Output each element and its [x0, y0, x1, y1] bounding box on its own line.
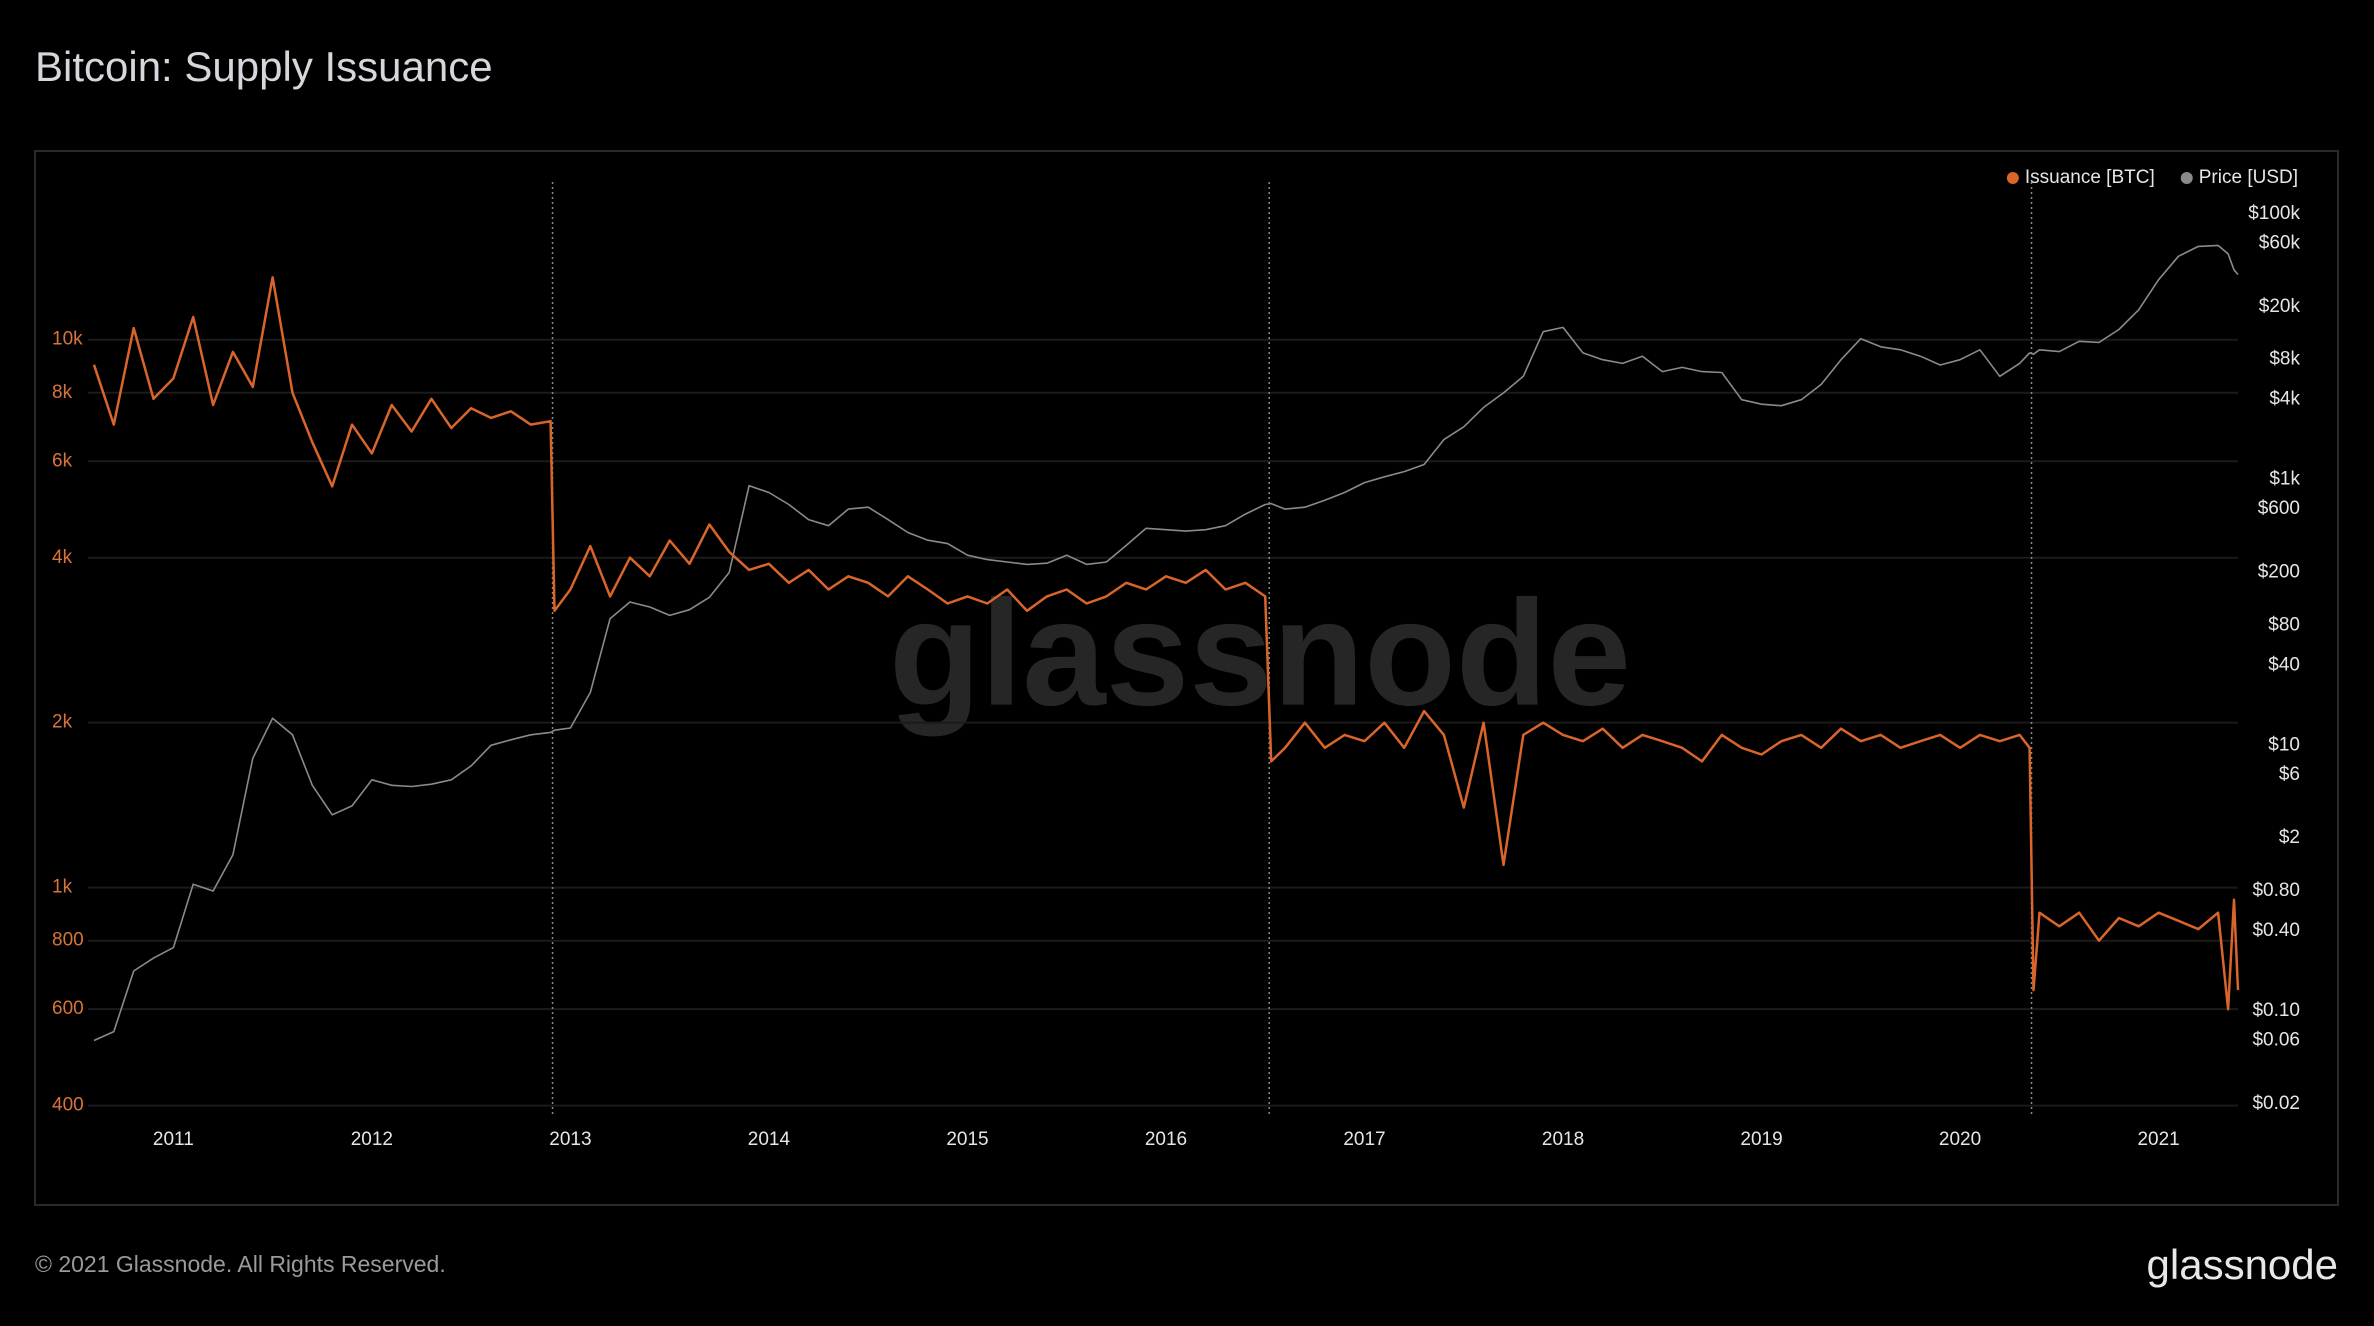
y2-tick-label: $0.10 — [2252, 1000, 2300, 1021]
x-tick-label: 2015 — [946, 1129, 988, 1150]
x-tick-label: 2014 — [748, 1129, 791, 1150]
y2-tick-label: $20k — [2259, 296, 2301, 317]
y2-tick-label: $80 — [2268, 614, 2300, 635]
y-tick-label: 1k — [52, 877, 73, 898]
chart-title: Bitcoin: Supply Issuance — [35, 43, 493, 90]
y2-tick-label: $10 — [2268, 734, 2300, 755]
y2-tick-label: $40 — [2268, 654, 2300, 675]
legend-swatch — [2006, 172, 2019, 184]
y-tick-label: 10k — [52, 329, 83, 350]
x-tick-label: 2012 — [351, 1129, 393, 1150]
y2-tick-label: $6 — [2279, 764, 2300, 785]
y-tick-label: 2k — [52, 712, 73, 733]
legend-label: Price [USD] — [2199, 167, 2298, 188]
y2-tick-label: $0.40 — [2252, 920, 2300, 941]
y2-tick-label: $2 — [2279, 827, 2300, 848]
x-tick-label: 2017 — [1343, 1129, 1385, 1150]
copyright: © 2021 Glassnode. All Rights Reserved. — [35, 1251, 446, 1277]
logo: glassnode — [2147, 1241, 2338, 1288]
y-tick-label: 4k — [52, 547, 73, 568]
x-tick-label: 2018 — [1542, 1129, 1584, 1150]
x-tick-label: 2020 — [1939, 1129, 1981, 1150]
y2-tick-label: $0.06 — [2252, 1029, 2300, 1050]
y-tick-label: 400 — [52, 1095, 84, 1116]
chart-frame — [34, 150, 2339, 1206]
legend-label: Issuance [BTC] — [2025, 167, 2155, 188]
y2-tick-label: $600 — [2258, 498, 2300, 519]
x-tick-label: 2016 — [1145, 1129, 1187, 1150]
x-tick-label: 2013 — [549, 1129, 591, 1150]
y2-tick-label: $0.02 — [2252, 1093, 2300, 1114]
y2-tick-label: $1k — [2269, 469, 2300, 490]
x-tick-label: 2011 — [153, 1129, 194, 1150]
y2-tick-label: $8k — [2269, 349, 2300, 370]
y-tick-label: 800 — [52, 930, 84, 951]
y2-tick-label: $100k — [2248, 203, 2300, 224]
issuance-line — [92, 276, 2240, 1011]
y2-tick-label: $60k — [2259, 232, 2301, 253]
y2-tick-label: $4k — [2269, 389, 2300, 410]
x-tick-label: 2019 — [1740, 1129, 1782, 1150]
x-tick-label: 2021 — [2137, 1129, 2179, 1150]
y-tick-label: 600 — [52, 998, 84, 1019]
y2-tick-label: $0.80 — [2252, 880, 2300, 901]
price-line — [93, 244, 2239, 1042]
y-tick-label: 8k — [52, 382, 73, 403]
plot-area: 400 600 800 1k 2k 4k 6k 8k 10k $100k $60k $20k $8k $4… — [52, 167, 2300, 1150]
y-tick-label: 6k — [52, 450, 73, 471]
y2-tick-label: $200 — [2258, 562, 2300, 583]
legend-swatch — [2180, 172, 2193, 184]
